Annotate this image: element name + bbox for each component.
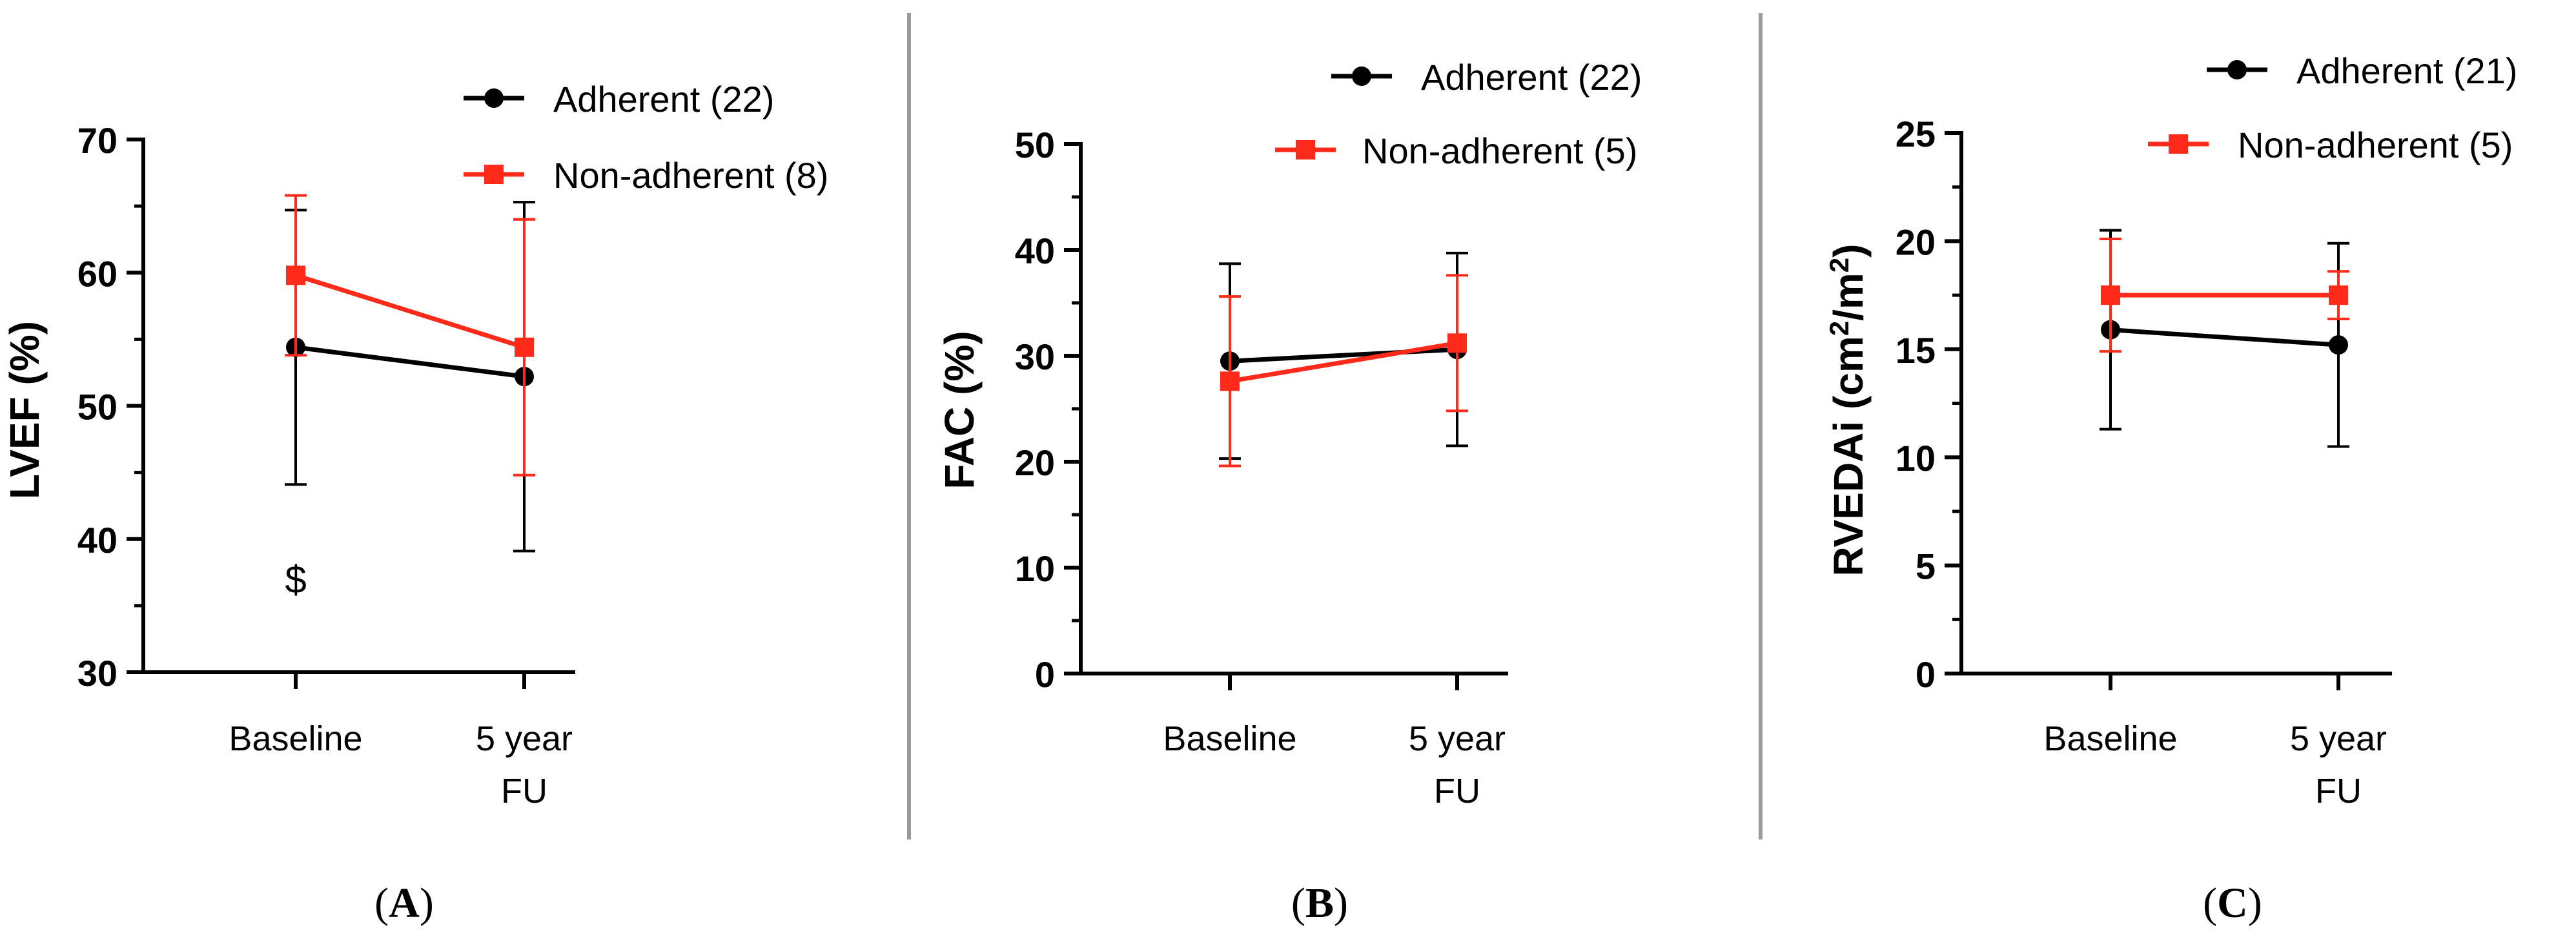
panel-label: (B) [1291,880,1348,927]
legend-label-adherent: Adherent (22) [553,79,774,119]
series-line-adherent [2110,327,2339,347]
y-axis-label: LVEF (%) [1,321,48,499]
panel-b: 0 10 20 30 40 50 FAC (%) Baseline 5 year FU A… [936,57,1642,927]
data-point-adherent [2329,335,2348,355]
y-tick-label: 0 [1916,654,1936,695]
legend: Adherent (22) Non-adherent (5) [1275,57,1642,171]
legend-label-non-adherent: Non-adherent (8) [553,155,828,196]
category-sublabel-5-year: FU [501,772,547,810]
series-line-adherent [295,345,525,379]
y-tick-label: 70 [77,120,118,161]
data-point-non-adherent [2101,285,2120,305]
series-adherent [1219,251,1468,460]
data-point-non-adherent [515,337,534,357]
category-label-5-year: 5 year [1409,719,1506,758]
y-tick-label: 50 [77,387,118,427]
legend: Adherent (22) Non-adherent (8) [464,79,828,196]
legend-label-adherent: Adherent (22) [1421,57,1642,98]
category-label-baseline: Baseline [1163,719,1296,758]
x-axis [1959,672,2392,690]
panel-c: 0 5 10 15 20 25 RVEDAi (cm2/m2) Baseline 5 ye… [1824,50,2517,927]
series-line-non-adherent [1229,340,1458,384]
y-tick-label: 10 [1896,438,1936,479]
y-tick-label: 10 [1015,548,1055,589]
series-line-adherent [1229,347,1458,364]
significance-annotation: $ [285,558,306,601]
x-axis [1079,672,1508,690]
category-label-baseline: Baseline [2043,719,2177,758]
y-axis: 0 10 20 30 40 50 [1015,125,1083,695]
category-sublabel-5-year: FU [1434,772,1480,810]
y-tick-label: 20 [1896,221,1936,262]
y-axis: 0 5 10 15 20 25 [1896,114,1963,695]
category-label-5-year: 5 year [2290,719,2387,758]
series-adherent [285,200,535,553]
y-tick-label: 50 [1015,125,1055,165]
category-label-5-year: 5 year [476,719,573,758]
x-axis [141,670,575,689]
y-tick-label: 20 [1015,442,1055,483]
legend-label-non-adherent: Non-adherent (5) [1362,130,1637,171]
series-non-adherent [2100,238,2349,353]
legend-label-non-adherent: Non-adherent (5) [2238,125,2513,165]
y-tick-label: 30 [77,653,118,694]
category-label-baseline: Baseline [229,719,362,758]
data-point-non-adherent [286,265,305,285]
legend-marker-non-adherent [484,165,504,184]
y-tick-label: 30 [1015,336,1055,377]
panel-label: (C) [2203,880,2262,927]
y-tick-label: 0 [1035,654,1055,695]
legend-marker-adherent [1352,67,1371,86]
marks [2100,229,2349,448]
panel-a: 30 40 50 60 70 LVEF (%) Baseline 5 year FU $… [1,79,828,927]
y-axis-label: RVEDAi (cm2/m2) [1824,244,1872,577]
category-sublabel-5-year: FU [2315,772,2362,810]
series-line-non-adherent [294,273,526,350]
y-tick-label: 40 [77,520,118,561]
series-non-adherent [285,194,535,477]
legend-marker-adherent [2227,60,2247,79]
marks [285,194,535,553]
legend-label-adherent: Adherent (21) [2296,50,2517,91]
y-tick-label: 40 [1015,231,1055,271]
data-point-non-adherent [1220,371,1240,391]
y-tick-label: 5 [1916,546,1936,587]
legend-marker-adherent [484,88,504,108]
y-tick-label: 15 [1896,330,1936,371]
legend-marker-non-adherent [2169,134,2188,154]
marks [1219,251,1468,468]
y-tick-label: 60 [77,253,118,294]
legend: Adherent (21) Non-adherent (5) [2148,50,2517,165]
panel-label: (A) [374,880,434,927]
series-adherent [2100,229,2349,448]
series-non-adherent [1219,274,1468,468]
y-tick-label: 25 [1896,114,1936,154]
legend-marker-non-adherent [1296,140,1315,160]
y-axis-label: FAC (%) [936,331,983,489]
data-point-non-adherent [1447,333,1467,353]
y-axis: 30 40 50 60 70 [77,120,145,694]
data-point-non-adherent [2329,285,2348,305]
